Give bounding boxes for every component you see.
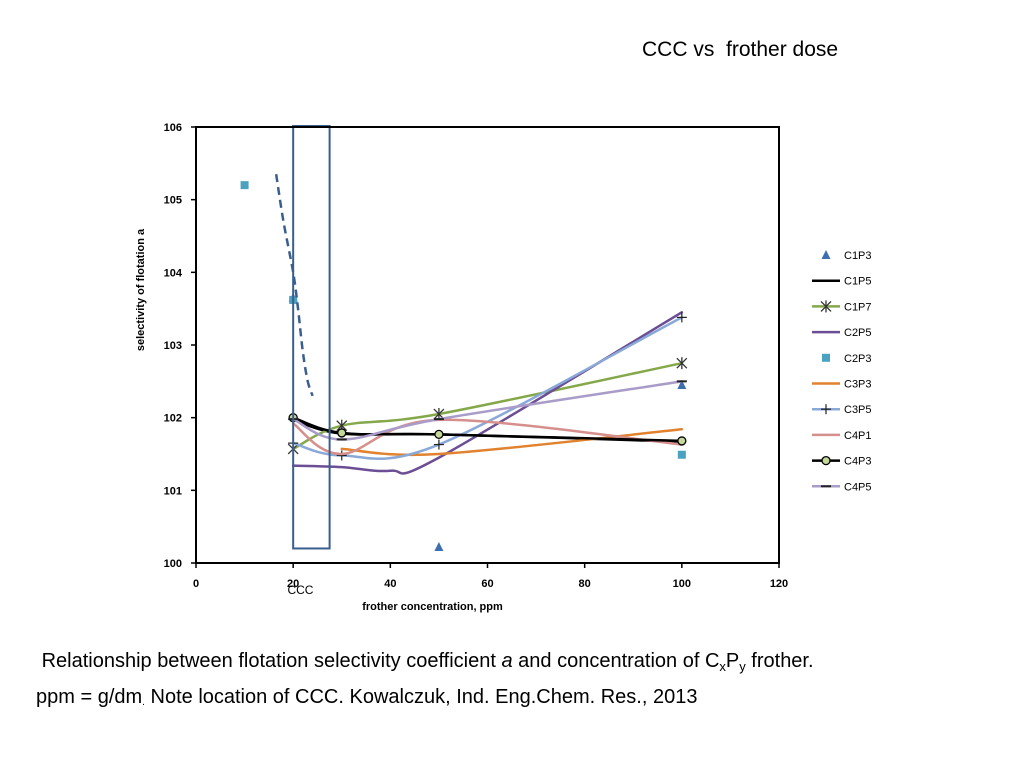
data-point-c4p3 <box>434 429 444 440</box>
legend-marker-c1p7 <box>820 300 832 313</box>
data-point-c1p3 <box>677 379 687 389</box>
data-point-c1p7 <box>676 357 688 370</box>
figure-caption: Relationship between flotation selectivi… <box>36 646 996 718</box>
legend-item-c1p3: C1P3 <box>821 250 872 262</box>
data-point-c2p3 <box>240 181 249 190</box>
legend-label-c2p3: C2P3 <box>844 353 872 365</box>
legend-label-c1p5: C1P5 <box>844 276 872 288</box>
legend-label-c1p3: C1P3 <box>844 250 872 262</box>
x-tick-label: 80 <box>579 578 591 590</box>
y-tick-label: 101 <box>164 485 182 497</box>
legend-item-c2p5: C2P5 <box>812 327 872 339</box>
legend-marker-c1p3 <box>821 250 831 259</box>
legend-item-c4p1: C4P1 <box>812 430 872 442</box>
legend-label-c3p3: C3P3 <box>844 379 872 391</box>
ccc-label: CCC <box>287 583 313 597</box>
legend: C1P3 C1P5 C1P7 C2P5 C2P3 C3P3 C3P5 C4P1 C4P3 C4P5 <box>812 250 872 493</box>
series-line-c3p5 <box>291 316 684 460</box>
legend-item-c4p5: C4P5 <box>812 481 872 493</box>
x-tick-label: 0 <box>193 578 199 590</box>
selectivity-chart: CCC 0 20 40 60 80 100 120 100 101 102 103 104 105 106… <box>135 122 872 613</box>
legend-marker-c3p5 <box>821 404 831 415</box>
y-tick-label: 103 <box>164 340 182 352</box>
caption-line-1: Relationship between flotation selectivi… <box>41 650 814 674</box>
x-tick-label: 120 <box>770 578 788 590</box>
x-axis-title: frother concentration, ppm <box>362 601 503 613</box>
axes: 0 20 40 60 80 100 120 100 101 102 103 104 105 106 frot… <box>135 122 788 613</box>
legend-label-c3p5: C3P5 <box>844 404 872 416</box>
y-tick-label: 100 <box>164 558 182 570</box>
legend-item-c1p7: C1P7 <box>812 300 872 313</box>
x-tick-label: 40 <box>384 578 396 590</box>
legend-item-c3p3: C3P3 <box>812 379 872 391</box>
data-point-c2p3 <box>677 450 686 459</box>
data-point-c3p5 <box>433 439 444 450</box>
plot-frame <box>195 126 780 564</box>
y-axis-title: selectivity of flotation a <box>135 228 147 351</box>
y-tick-label: 105 <box>164 195 182 207</box>
legend-marker-c2p3 <box>822 353 830 362</box>
series-line-c4p5 <box>291 380 684 441</box>
legend-label-c4p1: C4P1 <box>844 430 872 442</box>
legend-item-c2p3: C2P3 <box>822 353 872 365</box>
ccc-dashed-curve <box>274 174 314 397</box>
caption-line-2: ppm = g/dm. Note location of CCC. Kowalc… <box>36 686 698 708</box>
data-point-c3p5 <box>336 450 347 461</box>
legend-item-c1p5: C1P5 <box>812 276 872 288</box>
x-tick-label: 100 <box>673 578 691 590</box>
slide-title: CCC vs frother dose <box>642 38 839 61</box>
x-tick-label: 20 <box>287 578 299 590</box>
legend-item-c4p3: C4P3 <box>812 456 872 468</box>
series-line-c3p3 <box>340 428 684 457</box>
series-line-c1p7 <box>291 361 684 451</box>
data-point-c3p5 <box>676 312 687 323</box>
plot-area: CCC <box>240 125 688 597</box>
legend-marker-c4p3 <box>821 455 831 466</box>
y-tick-label: 106 <box>164 122 182 134</box>
data-point-c4p3 <box>677 436 687 446</box>
data-point-c4p3 <box>337 428 347 438</box>
data-point-c1p3 <box>434 542 444 552</box>
y-tick-label: 102 <box>164 413 182 425</box>
series-line-c4p3 <box>291 416 684 443</box>
y-tick-label: 104 <box>164 267 183 279</box>
legend-label-c2p5: C2P5 <box>844 327 872 339</box>
legend-item-c3p5: C3P5 <box>812 404 872 416</box>
legend-label-c4p3: C4P3 <box>844 456 872 468</box>
legend-label-c4p5: C4P5 <box>844 481 872 493</box>
x-tick-label: 60 <box>481 578 493 590</box>
legend-label-c1p7: C1P7 <box>844 301 872 313</box>
ccc-region-box <box>292 125 331 550</box>
